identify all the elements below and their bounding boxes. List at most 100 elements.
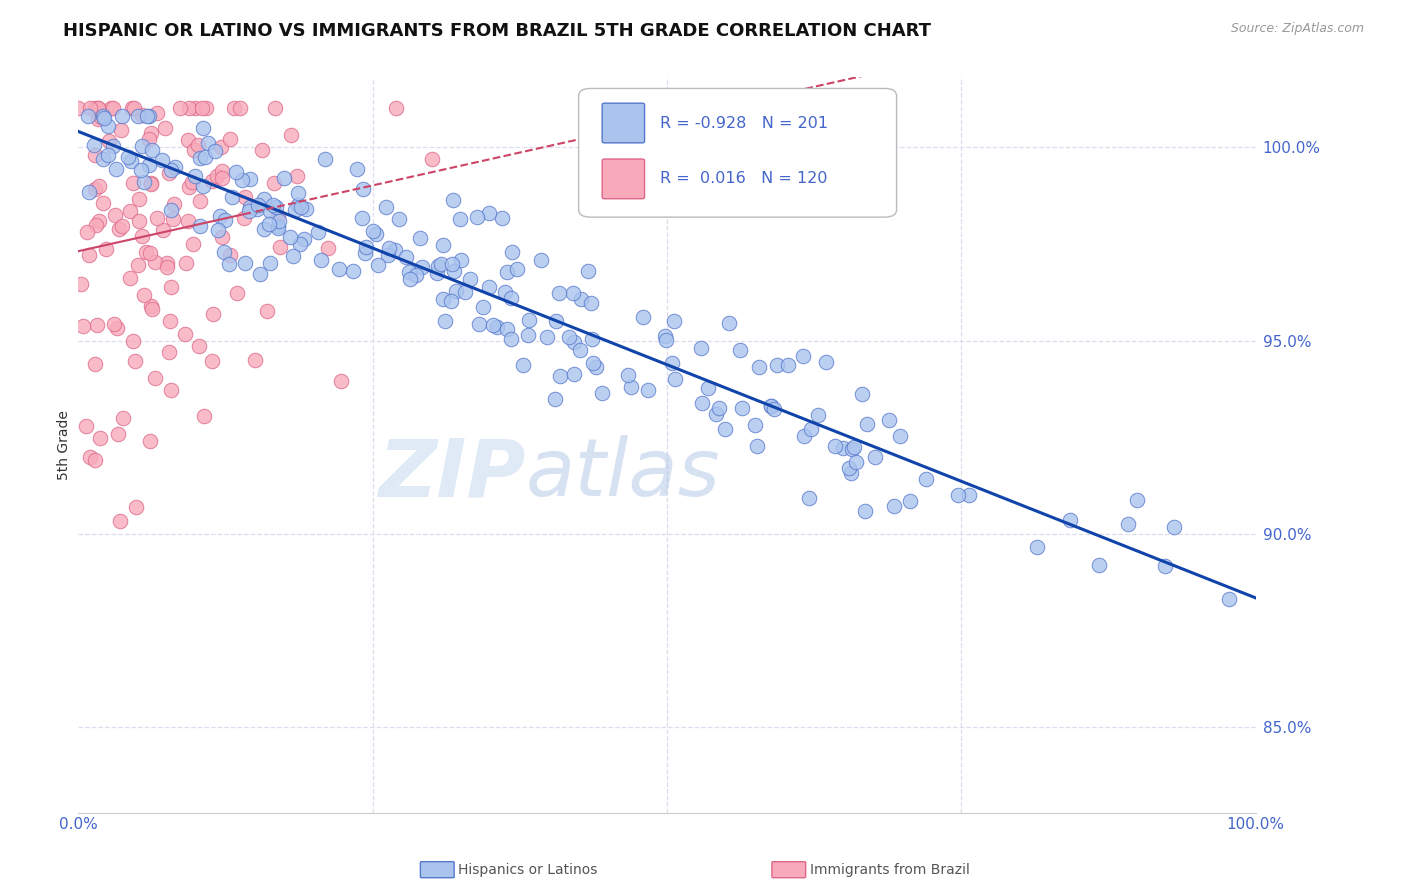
Point <box>122 334 145 348</box>
Point <box>398 265 420 279</box>
Point <box>449 211 471 226</box>
Point <box>67 102 90 116</box>
Point <box>183 102 205 116</box>
Point <box>97 120 120 134</box>
Point <box>208 209 231 223</box>
Text: HISPANIC OR LATINO VS IMMIGRANTS FROM BRAZIL 5TH GRADE CORRELATION CHART: HISPANIC OR LATINO VS IMMIGRANTS FROM BR… <box>63 22 931 40</box>
Point <box>714 422 737 436</box>
Point <box>221 190 243 204</box>
Point <box>620 380 643 394</box>
Point <box>287 198 309 212</box>
Point <box>562 335 585 350</box>
Point <box>263 176 285 190</box>
Point <box>86 318 108 332</box>
Point <box>585 360 607 375</box>
Point <box>889 429 911 443</box>
Point <box>278 230 301 244</box>
Point <box>485 319 508 334</box>
Point <box>249 267 271 281</box>
Text: ZIP: ZIP <box>378 435 526 514</box>
FancyBboxPatch shape <box>579 88 897 217</box>
Point <box>529 253 551 268</box>
Point <box>838 461 860 475</box>
Point <box>267 213 290 227</box>
Point <box>243 353 266 368</box>
Point <box>491 211 513 226</box>
Point <box>295 202 318 216</box>
Point <box>156 260 179 274</box>
Point <box>256 303 278 318</box>
Point <box>253 192 276 206</box>
Point <box>536 330 558 344</box>
Point <box>576 264 599 278</box>
Point <box>617 368 640 383</box>
Point <box>141 302 163 317</box>
Point <box>558 330 581 344</box>
Point <box>562 367 585 381</box>
Point <box>851 387 873 401</box>
Point <box>187 138 209 153</box>
Point <box>138 109 160 123</box>
Point <box>121 176 143 190</box>
Point <box>633 310 655 324</box>
Point <box>174 327 197 342</box>
Point <box>128 214 150 228</box>
Text: R = -0.928   N = 201: R = -0.928 N = 201 <box>659 116 828 130</box>
Point <box>316 241 339 255</box>
Point <box>79 102 101 116</box>
Point <box>194 150 217 164</box>
Point <box>160 202 183 217</box>
Point <box>193 409 215 423</box>
Point <box>184 169 207 183</box>
Point <box>132 175 155 189</box>
Point <box>262 198 284 212</box>
Point <box>250 144 273 158</box>
Point <box>453 285 475 300</box>
Point <box>104 208 127 222</box>
Point <box>458 271 481 285</box>
Point <box>160 383 183 397</box>
Point <box>280 128 302 143</box>
Point <box>290 200 312 214</box>
Point <box>329 374 352 388</box>
Point <box>314 153 336 167</box>
Point <box>501 245 523 260</box>
Point <box>399 272 422 286</box>
Point <box>188 219 211 233</box>
Text: Immigrants from Brazil: Immigrants from Brazil <box>810 863 970 877</box>
Point <box>160 163 183 178</box>
Point <box>120 154 142 169</box>
Point <box>257 217 280 231</box>
Point <box>568 343 591 357</box>
Point <box>863 450 886 464</box>
Point <box>815 355 838 369</box>
Point <box>776 359 799 373</box>
Point <box>709 401 731 416</box>
Point <box>582 355 605 369</box>
Point <box>292 232 315 246</box>
Point <box>307 226 329 240</box>
Point <box>131 108 153 122</box>
Point <box>211 163 233 178</box>
Point <box>957 488 980 502</box>
Point <box>883 500 905 514</box>
Point <box>105 321 128 335</box>
Point <box>352 182 374 196</box>
Point <box>83 357 105 371</box>
Point <box>239 200 262 214</box>
Point <box>103 318 125 332</box>
Point <box>77 109 100 123</box>
Point <box>138 131 160 145</box>
Point <box>177 214 200 228</box>
Point <box>440 293 463 308</box>
Point <box>465 210 488 224</box>
Point <box>914 472 936 486</box>
Point <box>797 491 820 505</box>
Point <box>287 186 309 201</box>
Point <box>748 359 770 374</box>
Point <box>127 258 149 272</box>
Point <box>132 288 155 302</box>
Point <box>793 429 815 443</box>
Point <box>759 399 782 413</box>
Point <box>162 211 184 226</box>
